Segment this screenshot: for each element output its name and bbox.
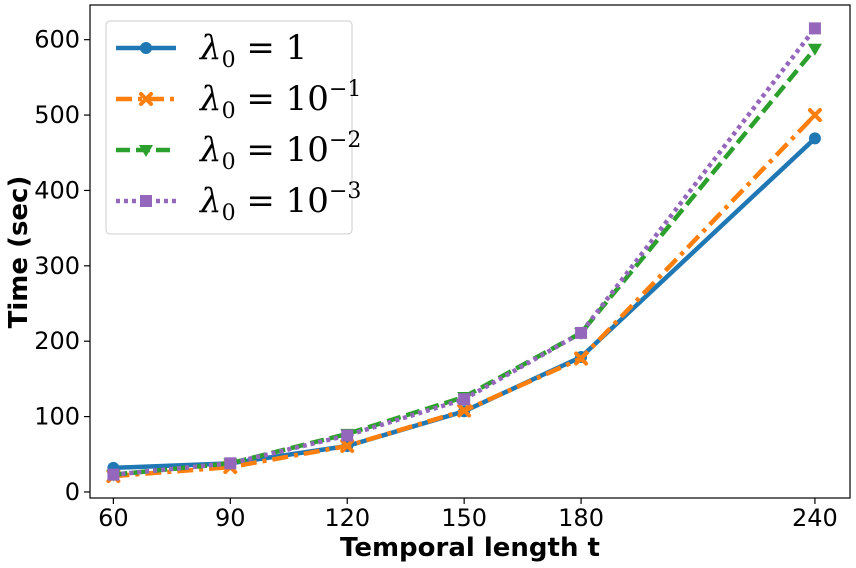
x-tick-label: 180 bbox=[558, 504, 604, 532]
y-tick-label: 500 bbox=[34, 101, 80, 129]
data-point bbox=[808, 132, 821, 145]
x-tick-label: 240 bbox=[792, 504, 838, 532]
plot-frame bbox=[89, 4, 851, 499]
legend-label: λ0 = 1 bbox=[198, 28, 307, 73]
data-point bbox=[574, 351, 589, 366]
y-tick-label: 0 bbox=[65, 478, 80, 506]
x-tick-label: 90 bbox=[215, 504, 246, 532]
series-2 bbox=[106, 108, 822, 484]
legend-entry: λ0 = 1 bbox=[116, 28, 307, 73]
y-tick-label: 300 bbox=[34, 252, 80, 280]
legend-marker bbox=[140, 195, 152, 207]
y-tick-label: 200 bbox=[34, 327, 80, 355]
y-tick-label: 600 bbox=[34, 26, 80, 54]
y-tick-label: 100 bbox=[34, 403, 80, 431]
data-point bbox=[341, 429, 354, 442]
plot-series bbox=[106, 22, 822, 484]
x-tick-label: 120 bbox=[324, 504, 370, 532]
data-point bbox=[807, 108, 822, 123]
data-point bbox=[808, 22, 821, 35]
legend-entry: λ0 = 10−2 bbox=[116, 128, 361, 175]
x-axis-label: Temporal length t bbox=[340, 533, 600, 563]
legend-marker bbox=[140, 42, 152, 54]
legend-marker bbox=[139, 145, 153, 157]
y-axis-label: Time (sec) bbox=[4, 176, 34, 329]
data-point bbox=[575, 326, 588, 339]
legend-label: λ0 = 10−3 bbox=[198, 179, 361, 226]
data-point bbox=[340, 438, 355, 453]
legend-label: λ0 = 10−1 bbox=[198, 77, 361, 124]
data-point bbox=[457, 403, 472, 418]
y-tick-label: 400 bbox=[34, 176, 80, 204]
x-axis: 60 90 120 150 180 240 bbox=[98, 498, 838, 532]
legend-box bbox=[105, 20, 353, 235]
legend-label: λ0 = 10−2 bbox=[198, 128, 361, 175]
data-point bbox=[807, 43, 822, 56]
data-point bbox=[107, 468, 120, 481]
y-axis: 0 100 200 300 400 500 600 bbox=[34, 26, 90, 506]
data-point bbox=[224, 457, 237, 470]
x-tick-label: 60 bbox=[98, 504, 129, 532]
data-point bbox=[458, 393, 471, 406]
series-line bbox=[113, 26, 817, 477]
series-line bbox=[113, 113, 817, 479]
legend: λ0 = 1λ0 = 10−1λ0 = 10−2λ0 = 10−3 bbox=[105, 20, 361, 235]
legend-entry: λ0 = 10−3 bbox=[116, 179, 361, 226]
x-tick-label: 150 bbox=[441, 504, 487, 532]
legend-entry: λ0 = 10−1 bbox=[116, 77, 361, 124]
series-4 bbox=[107, 22, 821, 481]
legend-marker bbox=[139, 92, 153, 106]
